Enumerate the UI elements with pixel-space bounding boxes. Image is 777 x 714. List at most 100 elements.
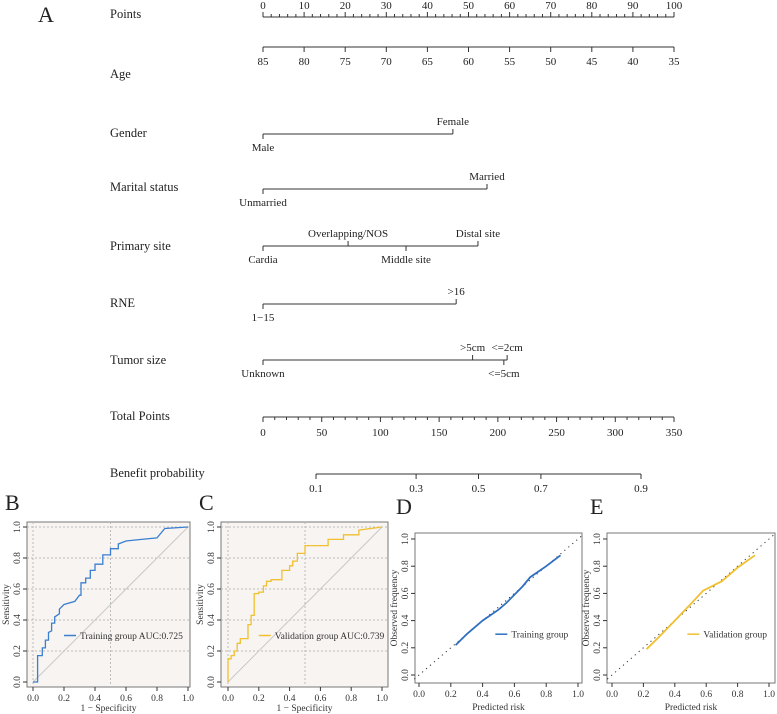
tick-label: 100 bbox=[666, 0, 683, 12]
panel-label-d: D bbox=[396, 494, 412, 519]
panel-c: 0.0 0.0 0.2 0.2 0.4 0.4 0.6 0.6 0.8 0.8 1.0 1.0 1 − … bbox=[196, 521, 389, 714]
tick-label: 100 bbox=[372, 427, 389, 439]
y-tick-label: 0.0 bbox=[207, 676, 217, 688]
tick-label: 20 bbox=[340, 0, 352, 12]
row-label: Benefit probability bbox=[110, 466, 206, 480]
tick-label: 80 bbox=[299, 56, 311, 68]
tick-label: 35 bbox=[669, 56, 681, 68]
tick-label: 75 bbox=[340, 56, 352, 68]
y-tick-label: 0.8 bbox=[593, 560, 603, 572]
x-tick-label: 0.2 bbox=[637, 690, 649, 700]
data-line bbox=[454, 554, 562, 646]
data-line bbox=[33, 526, 189, 683]
x-tick-label: 0.4 bbox=[669, 690, 681, 700]
tick-label: 0 bbox=[260, 0, 266, 12]
tick-label: 0.1 bbox=[309, 483, 323, 495]
tick-label: 200 bbox=[490, 427, 507, 439]
y-tick-label: 0.4 bbox=[593, 614, 603, 626]
row-label: Tumor size bbox=[110, 353, 167, 367]
x-axis-label: Predicted risk bbox=[472, 703, 525, 713]
y-axis-label: Observed frequency bbox=[389, 569, 400, 646]
y-tick-label: 0.8 bbox=[207, 552, 217, 564]
ideal-line bbox=[606, 534, 775, 680]
row-label: Age bbox=[110, 67, 131, 81]
y-tick-label: 0.0 bbox=[593, 669, 603, 681]
legend-label: Validation group AUC:0.739 bbox=[275, 632, 385, 642]
tick-label: 300 bbox=[607, 427, 624, 439]
x-tick-label: 0.0 bbox=[222, 694, 234, 704]
y-tick-label: 1.0 bbox=[207, 521, 217, 533]
tick-label: 40 bbox=[422, 0, 434, 12]
y-tick-label: 0.2 bbox=[593, 642, 603, 654]
level-label: Male bbox=[252, 142, 275, 154]
nomogram: Points 0 10 20 30 40 50 60 70 80 90 100 Age 85 80 75 70 6… bbox=[110, 0, 683, 495]
x-tick-label: 1.0 bbox=[572, 690, 584, 700]
y-tick-label: 0.4 bbox=[207, 614, 217, 626]
level-label: >5cm bbox=[460, 342, 486, 354]
tick-label: 55 bbox=[504, 56, 516, 68]
validation-panels: 0.00.00.20.20.40.40.60.60.80.81.01.01 − … bbox=[2, 521, 776, 714]
x-tick-label: 0.2 bbox=[445, 690, 457, 700]
y-tick-label: 0.4 bbox=[13, 614, 23, 626]
tick-label: 0.9 bbox=[634, 483, 648, 495]
level-label: 1−15 bbox=[252, 312, 275, 324]
x-tick-label: 0.6 bbox=[314, 694, 326, 704]
plot-area bbox=[26, 521, 191, 688]
y-tick-label: 1.0 bbox=[401, 533, 411, 545]
y-tick-label: 0.0 bbox=[401, 669, 411, 681]
tick-label: 10 bbox=[299, 0, 311, 12]
y-axis-label: Sensitivity bbox=[196, 584, 206, 625]
data-line bbox=[645, 554, 756, 650]
y-tick-label: 0.6 bbox=[401, 587, 411, 599]
x-tick-label: 1.0 bbox=[763, 690, 775, 700]
y-tick-label: 1.0 bbox=[13, 521, 23, 533]
tick-label: 150 bbox=[431, 427, 448, 439]
tick-label: 250 bbox=[548, 427, 565, 439]
x-axis-label: 1 − Specificity bbox=[80, 703, 136, 714]
level-label: Middle site bbox=[381, 254, 431, 266]
y-tick-label: 0.6 bbox=[13, 583, 23, 595]
y-tick-label: 0.8 bbox=[13, 552, 23, 564]
level-label: Female bbox=[437, 116, 469, 128]
x-tick-label: 0.4 bbox=[284, 694, 296, 704]
level-label: Married bbox=[469, 171, 505, 183]
level-label: <=2cm bbox=[491, 342, 523, 354]
y-tick-label: 0.4 bbox=[401, 614, 411, 626]
tick-label: 80 bbox=[586, 0, 598, 12]
x-axis-label: Predicted risk bbox=[665, 703, 718, 713]
tick-label: 0 bbox=[260, 427, 266, 439]
x-tick-label: 0.8 bbox=[540, 690, 552, 700]
panel-label-b: B bbox=[5, 490, 20, 515]
tick-label: 350 bbox=[666, 427, 683, 439]
y-tick-label: 0.2 bbox=[13, 645, 23, 657]
level-label: Distal site bbox=[456, 228, 500, 240]
tick-label: 65 bbox=[422, 56, 434, 68]
tick-label: 0.7 bbox=[534, 483, 548, 495]
tick-label: 50 bbox=[316, 427, 328, 439]
level-label: Unmarried bbox=[239, 197, 287, 209]
level-label: Overlapping/NOS bbox=[308, 228, 388, 240]
x-tick-label: 0.0 bbox=[413, 690, 425, 700]
legend-label: Training group AUC:0.725 bbox=[80, 632, 183, 642]
tick-label: 50 bbox=[545, 56, 557, 68]
panel-label-a: A bbox=[38, 2, 54, 27]
tick-label: 40 bbox=[627, 56, 639, 68]
tick-label: 60 bbox=[463, 56, 475, 68]
plot-area bbox=[606, 532, 776, 684]
tick-label: 90 bbox=[627, 0, 639, 12]
x-tick-label: 0.0 bbox=[27, 694, 39, 704]
x-tick-label: 0.8 bbox=[732, 690, 744, 700]
tick-label: 0.3 bbox=[409, 483, 423, 495]
plot-area bbox=[414, 532, 583, 684]
data-line bbox=[227, 526, 383, 682]
x-tick-label: 0.2 bbox=[58, 694, 70, 704]
row-label: Gender bbox=[110, 126, 148, 140]
level-label: <=5cm bbox=[488, 368, 520, 380]
tick-label: 60 bbox=[504, 0, 516, 12]
reference-diagonal bbox=[32, 526, 189, 683]
x-tick-label: 0.6 bbox=[700, 690, 712, 700]
x-tick-label: 0.8 bbox=[345, 694, 357, 704]
level-label: >16 bbox=[448, 286, 466, 298]
level-label: Cardia bbox=[248, 254, 277, 266]
